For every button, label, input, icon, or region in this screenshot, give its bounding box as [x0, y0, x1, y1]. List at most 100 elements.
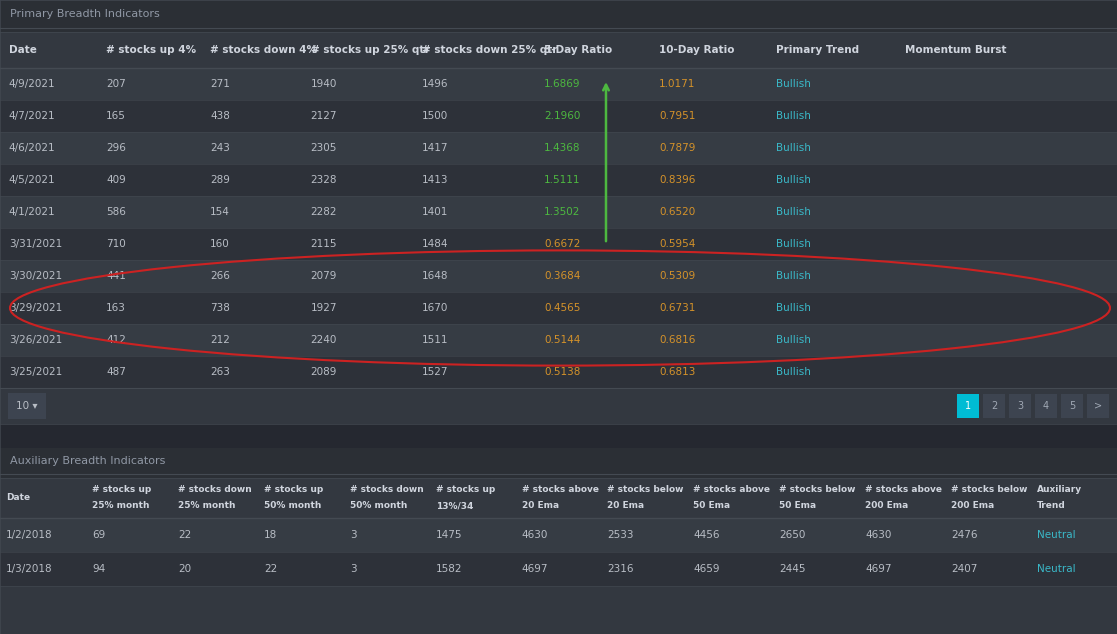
Text: 2089: 2089 [311, 367, 337, 377]
Text: 2328: 2328 [311, 175, 337, 185]
Text: 289: 289 [210, 175, 230, 185]
Text: 710: 710 [106, 239, 126, 249]
Text: 1413: 1413 [422, 175, 449, 185]
Text: 0.7951: 0.7951 [659, 111, 696, 121]
Text: 10 ▾: 10 ▾ [16, 401, 38, 411]
Text: 4697: 4697 [522, 564, 548, 574]
Text: 2445: 2445 [780, 564, 805, 574]
Text: 4/1/2021: 4/1/2021 [9, 207, 56, 217]
Text: 1511: 1511 [422, 335, 449, 345]
Text: Neutral: Neutral [1037, 564, 1076, 574]
Text: Primary Breadth Indicators: Primary Breadth Indicators [10, 9, 160, 19]
Text: # stocks down: # stocks down [350, 485, 423, 494]
Bar [0, 260, 1117, 292]
Text: 1927: 1927 [311, 303, 337, 313]
Text: 5-Day Ratio: 5-Day Ratio [544, 45, 612, 55]
Bar [0, 478, 1117, 586]
Text: Bullish: Bullish [776, 79, 811, 89]
Bar [0, 448, 1117, 474]
Text: 441: 441 [106, 271, 126, 281]
Text: 0.6520: 0.6520 [659, 207, 695, 217]
Text: # stocks down 4%: # stocks down 4% [210, 45, 317, 55]
Text: 0.7879: 0.7879 [659, 143, 696, 153]
Bar [1087, 394, 1109, 418]
Text: 3/29/2021: 3/29/2021 [9, 303, 63, 313]
Text: 50% month: 50% month [264, 501, 322, 510]
Text: # stocks above: # stocks above [522, 485, 599, 494]
Bar [0, 228, 1117, 260]
Text: 165: 165 [106, 111, 126, 121]
Text: Bullish: Bullish [776, 271, 811, 281]
Text: 1: 1 [965, 401, 971, 411]
Text: 0.5144: 0.5144 [544, 335, 581, 345]
Text: 20: 20 [178, 564, 191, 574]
Text: 2079: 2079 [311, 271, 337, 281]
Text: 22: 22 [178, 530, 191, 540]
Text: 1.0171: 1.0171 [659, 79, 696, 89]
Text: # stocks up 4%: # stocks up 4% [106, 45, 197, 55]
Text: 212: 212 [210, 335, 230, 345]
Bar [0, 356, 1117, 388]
Text: # stocks below: # stocks below [780, 485, 856, 494]
Text: 1.6869: 1.6869 [544, 79, 581, 89]
Text: 0.6816: 0.6816 [659, 335, 696, 345]
Text: # stocks down 25% qtr: # stocks down 25% qtr [422, 45, 557, 55]
Text: 2: 2 [991, 401, 997, 411]
Text: 160: 160 [210, 239, 230, 249]
Bar [1061, 394, 1083, 418]
Text: >: > [1094, 401, 1102, 411]
Text: 1670: 1670 [422, 303, 449, 313]
Text: 4630: 4630 [866, 530, 891, 540]
Bar [0, 68, 1117, 100]
Text: Date: Date [9, 45, 37, 55]
Text: 1401: 1401 [422, 207, 449, 217]
Text: 1/3/2018: 1/3/2018 [6, 564, 52, 574]
Text: 3/31/2021: 3/31/2021 [9, 239, 63, 249]
Text: 207: 207 [106, 79, 126, 89]
Text: 2533: 2533 [608, 530, 634, 540]
Text: Bullish: Bullish [776, 111, 811, 121]
Bar [0, 518, 1117, 552]
Bar [1009, 394, 1031, 418]
Text: 0.5954: 0.5954 [659, 239, 696, 249]
Text: 25% month: 25% month [92, 501, 150, 510]
Text: 20 Ema: 20 Ema [608, 501, 645, 510]
Text: 2316: 2316 [608, 564, 634, 574]
Bar [0, 196, 1117, 228]
Text: 1484: 1484 [422, 239, 449, 249]
Text: 3/26/2021: 3/26/2021 [9, 335, 63, 345]
Text: 0.3684: 0.3684 [544, 271, 581, 281]
Text: 3/25/2021: 3/25/2021 [9, 367, 63, 377]
Text: 2115: 2115 [311, 239, 337, 249]
Text: 50 Ema: 50 Ema [694, 501, 731, 510]
Text: 0.6731: 0.6731 [659, 303, 696, 313]
Bar [0, 0, 1117, 28]
Text: 10-Day Ratio: 10-Day Ratio [659, 45, 735, 55]
Text: 25% month: 25% month [178, 501, 236, 510]
Text: 2127: 2127 [311, 111, 337, 121]
Text: 18: 18 [264, 530, 277, 540]
Text: 1648: 1648 [422, 271, 449, 281]
Text: Neutral: Neutral [1037, 530, 1076, 540]
Text: 0.8396: 0.8396 [659, 175, 696, 185]
Text: 2476: 2476 [952, 530, 977, 540]
Text: 1/2/2018: 1/2/2018 [6, 530, 52, 540]
Text: 1475: 1475 [436, 530, 462, 540]
Text: 94: 94 [92, 564, 105, 574]
Text: Bullish: Bullish [776, 367, 811, 377]
Text: 296: 296 [106, 143, 126, 153]
Text: 4/7/2021: 4/7/2021 [9, 111, 56, 121]
Text: 5: 5 [1069, 401, 1076, 411]
Text: 2240: 2240 [311, 335, 337, 345]
Text: 0.5138: 0.5138 [544, 367, 581, 377]
Text: 266: 266 [210, 271, 230, 281]
Text: 2282: 2282 [311, 207, 337, 217]
Text: 4/9/2021: 4/9/2021 [9, 79, 56, 89]
Text: Bullish: Bullish [776, 143, 811, 153]
Text: # stocks below: # stocks below [952, 485, 1028, 494]
Text: 200 Ema: 200 Ema [866, 501, 908, 510]
Bar [0, 292, 1117, 324]
Text: 4/5/2021: 4/5/2021 [9, 175, 56, 185]
Text: 586: 586 [106, 207, 126, 217]
Text: 4/6/2021: 4/6/2021 [9, 143, 56, 153]
